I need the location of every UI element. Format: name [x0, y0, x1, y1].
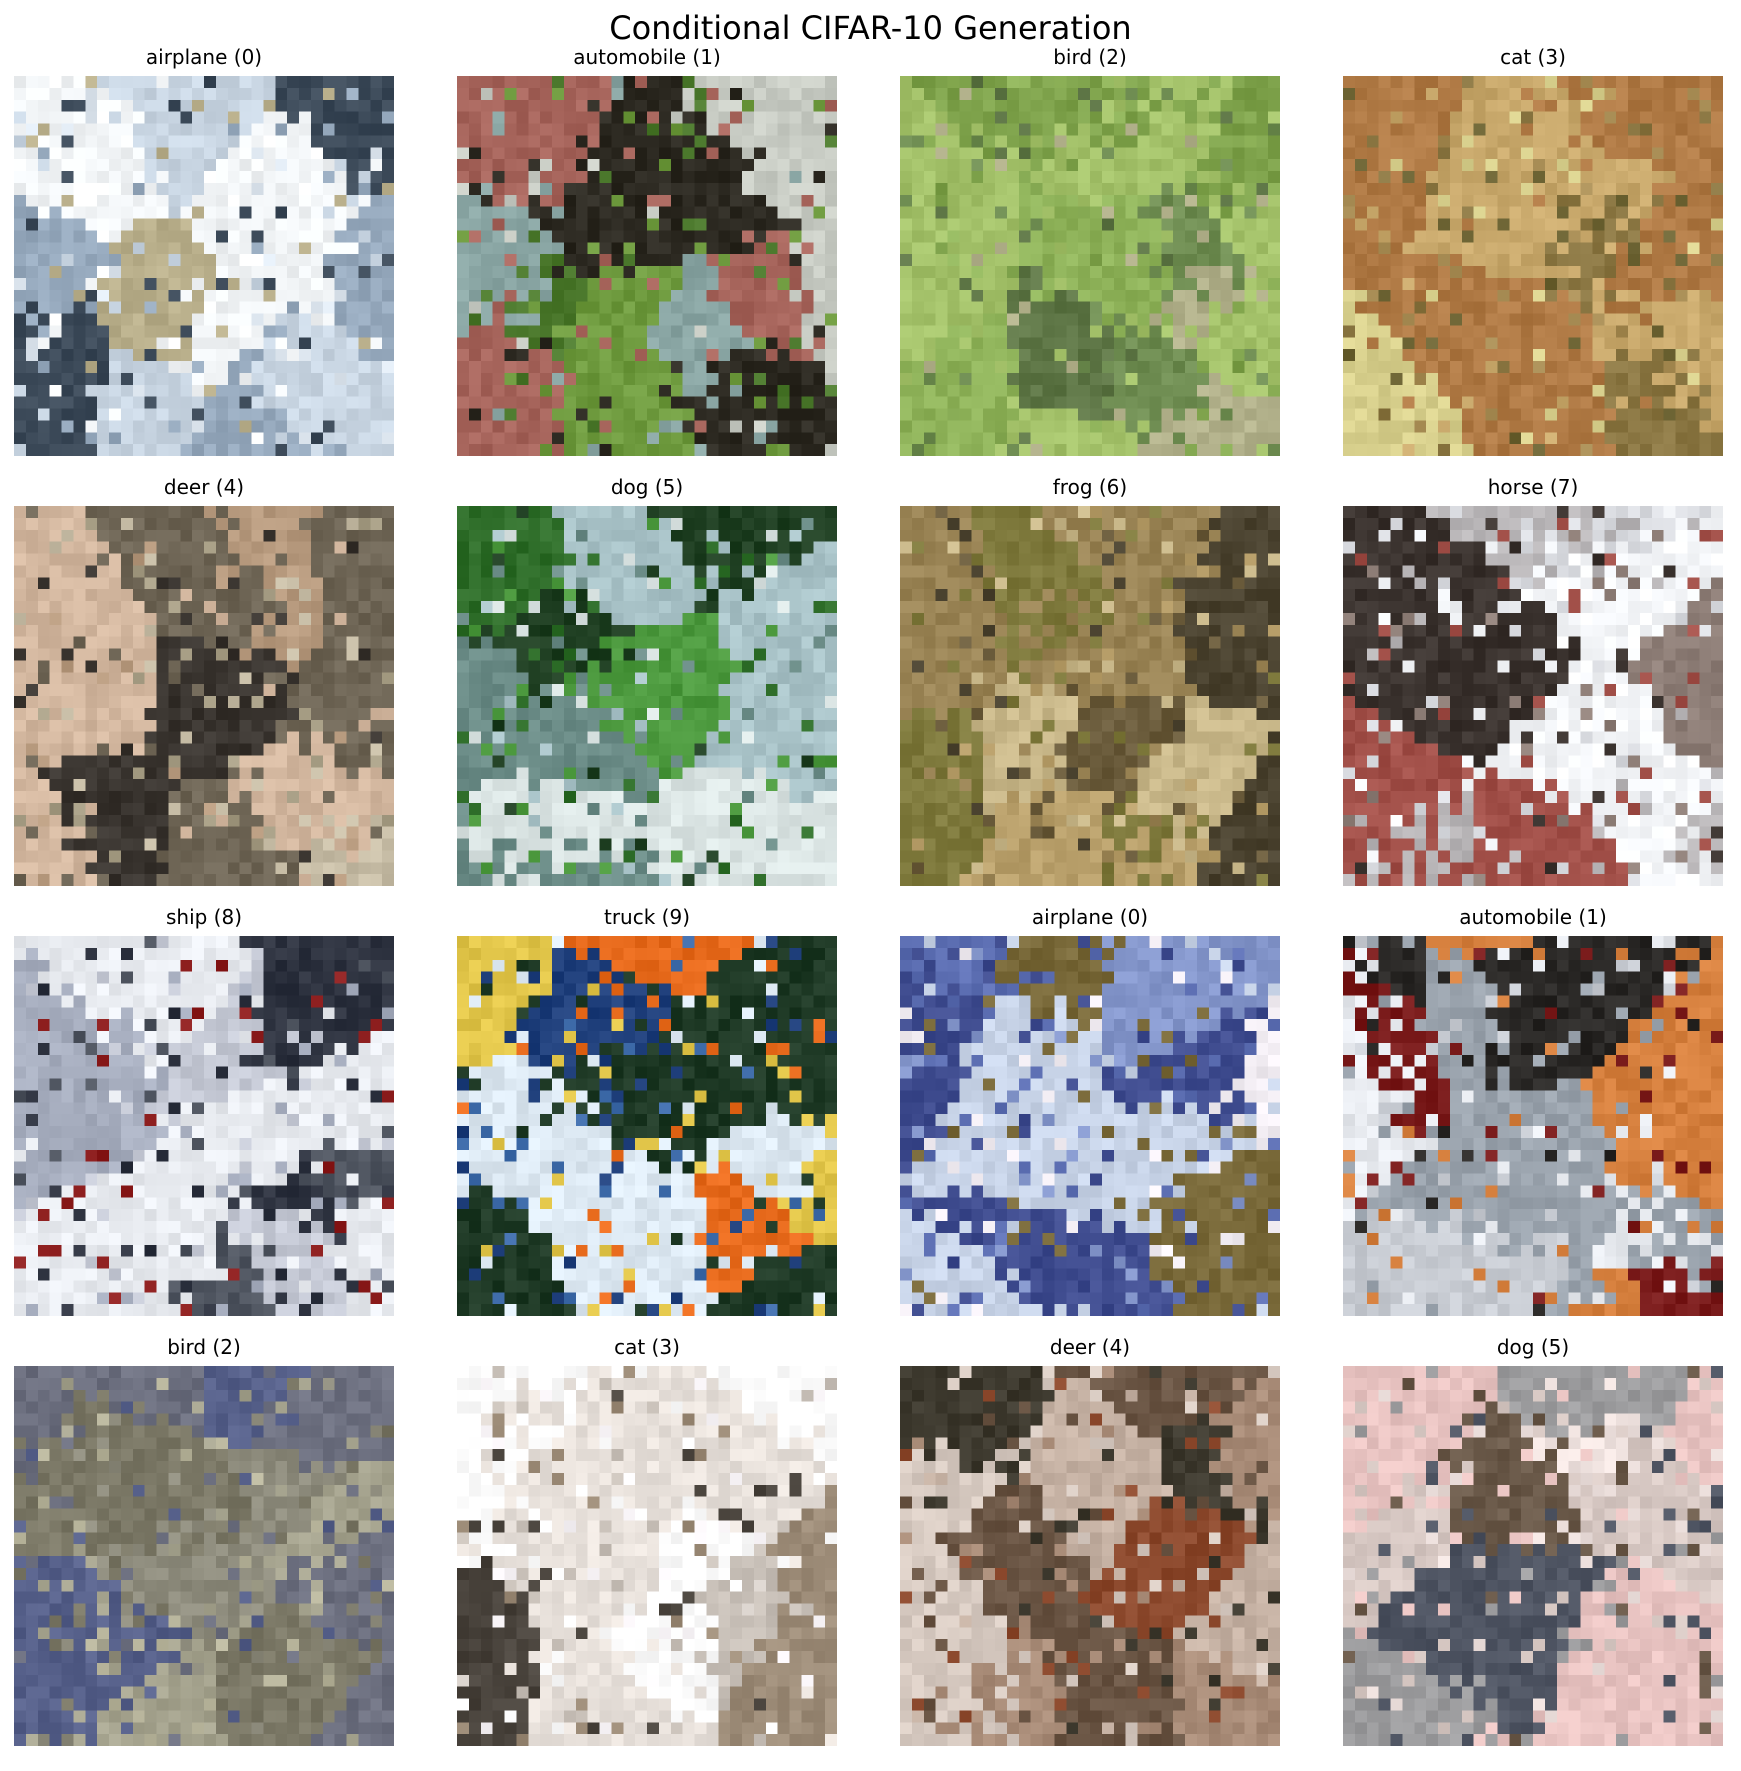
- generated-image: [1343, 1366, 1723, 1746]
- panel-title: dog (5): [1496, 1335, 1570, 1359]
- panel-title: airplane (0): [145, 45, 263, 69]
- generated-image: [457, 506, 837, 886]
- generated-image: [457, 1366, 837, 1746]
- generated-image: [900, 506, 1280, 886]
- generated-image: [14, 936, 394, 1316]
- panel-title: frog (6): [1052, 475, 1128, 499]
- generated-image: [457, 76, 837, 456]
- panel-title: horse (7): [1487, 475, 1579, 499]
- generated-image: [457, 936, 837, 1316]
- generated-image: [1343, 76, 1723, 456]
- panel-title: truck (9): [603, 905, 690, 929]
- panel-title: automobile (1): [1459, 905, 1607, 929]
- panel-title: bird (2): [167, 1335, 241, 1359]
- panel-title: deer (4): [1049, 1335, 1131, 1359]
- generated-image: [14, 506, 394, 886]
- generated-image: [14, 76, 394, 456]
- panel-title: bird (2): [1053, 45, 1127, 69]
- generated-image: [900, 936, 1280, 1316]
- panel-title: deer (4): [163, 475, 245, 499]
- generated-image: [1343, 936, 1723, 1316]
- panel-title: automobile (1): [573, 45, 721, 69]
- panel-title: dog (5): [610, 475, 684, 499]
- panel-title: airplane (0): [1031, 905, 1149, 929]
- generated-image: [900, 1366, 1280, 1746]
- generated-image: [14, 1366, 394, 1746]
- generated-image: [900, 76, 1280, 456]
- panel-title: cat (3): [1500, 45, 1566, 69]
- panel-title: cat (3): [614, 1335, 680, 1359]
- generated-image: [1343, 506, 1723, 886]
- panel-title: ship (8): [165, 905, 243, 929]
- figure-title: Conditional CIFAR-10 Generation: [609, 9, 1132, 47]
